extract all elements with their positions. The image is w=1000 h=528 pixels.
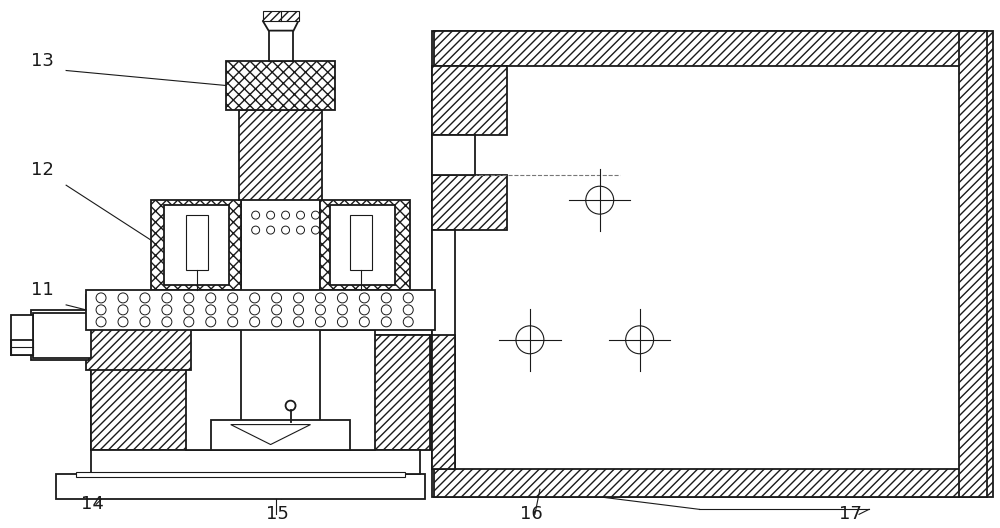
Bar — [965, 31, 993, 497]
Bar — [239, 110, 322, 200]
Polygon shape — [11, 340, 33, 355]
Text: 15: 15 — [266, 505, 288, 523]
Bar — [86, 295, 191, 370]
Bar — [350, 215, 372, 270]
Text: 13: 13 — [31, 52, 54, 70]
Bar — [211, 420, 350, 449]
Bar — [56, 475, 425, 499]
Bar — [91, 449, 420, 475]
Bar — [320, 200, 410, 290]
Bar — [11, 315, 33, 355]
Bar — [91, 335, 241, 449]
Polygon shape — [91, 330, 186, 449]
Bar — [241, 110, 320, 449]
Bar — [432, 175, 507, 230]
Text: 11: 11 — [31, 281, 54, 299]
Bar — [164, 205, 229, 285]
Bar — [31, 310, 89, 360]
Bar — [76, 473, 405, 477]
Bar — [269, 21, 293, 61]
Bar — [434, 31, 985, 65]
Bar — [151, 200, 241, 290]
Bar — [432, 230, 455, 469]
Bar — [434, 469, 985, 497]
Polygon shape — [231, 425, 310, 445]
Text: 17: 17 — [839, 505, 862, 523]
Bar — [432, 65, 507, 135]
Bar — [226, 61, 335, 110]
Polygon shape — [375, 335, 430, 449]
Bar — [432, 335, 455, 469]
Bar — [186, 215, 208, 270]
Bar — [432, 31, 987, 497]
Bar — [186, 330, 375, 449]
Bar — [33, 313, 91, 358]
Text: 16: 16 — [520, 505, 543, 523]
Bar — [959, 31, 987, 497]
Polygon shape — [91, 335, 186, 449]
Polygon shape — [375, 335, 430, 449]
Bar — [330, 205, 395, 285]
Text: 12: 12 — [31, 161, 54, 179]
Polygon shape — [263, 21, 299, 31]
Bar — [432, 135, 475, 175]
Bar — [86, 290, 435, 330]
Text: 14: 14 — [81, 495, 104, 513]
Bar — [263, 11, 299, 21]
Bar — [320, 335, 430, 449]
